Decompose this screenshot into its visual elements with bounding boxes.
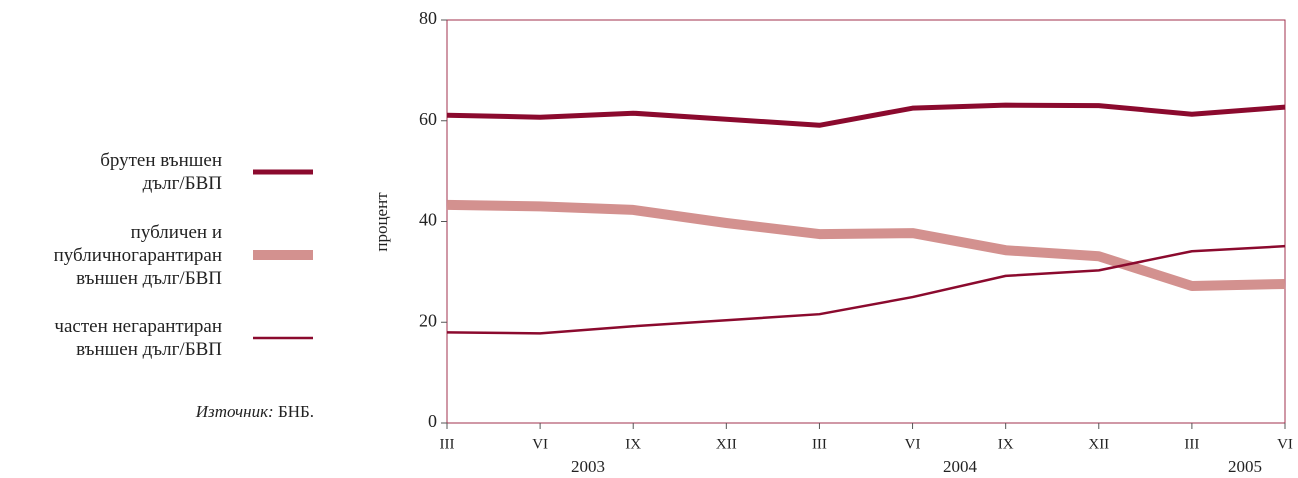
y-tick-label: 20 xyxy=(419,310,437,330)
x-tick-label: III xyxy=(1184,436,1199,452)
x-tick-label: IX xyxy=(625,436,641,452)
x-tick-label: XII xyxy=(716,436,737,452)
x-tick-label: VI xyxy=(532,436,548,452)
x-tick-label: VI xyxy=(1277,436,1293,452)
source-note: Източник: БНБ. xyxy=(0,402,314,422)
x-tick-label: IX xyxy=(998,436,1014,452)
year-label: 2005 xyxy=(1228,457,1262,476)
year-label: 2004 xyxy=(943,457,978,476)
source-text: БНБ. xyxy=(277,402,314,421)
series-line xyxy=(446,102,1286,128)
series-line xyxy=(446,244,1286,335)
x-tick-label: VI xyxy=(905,436,921,452)
series-line xyxy=(446,199,1286,291)
y-tick-label: 0 xyxy=(428,411,437,431)
legend-label: брутен външен дълг/БВП xyxy=(100,150,222,194)
x-tick-label: III xyxy=(812,436,827,452)
y-axis-label: процент xyxy=(372,192,391,252)
x-tick-label: XII xyxy=(1088,436,1109,452)
x-tick-label: III xyxy=(440,436,455,452)
source-label: Източник: xyxy=(195,402,274,421)
plot-frame xyxy=(446,19,1286,424)
y-tick-label: 40 xyxy=(419,210,437,230)
year-label: 2003 xyxy=(571,457,605,476)
legend-label: частен негарантиран външен дълг/БВП xyxy=(54,316,222,360)
y-tick-label: 80 xyxy=(419,8,437,28)
legend-label: публичен и публичногарантиран външен дъл… xyxy=(53,221,222,289)
y-tick-label: 60 xyxy=(419,109,437,129)
